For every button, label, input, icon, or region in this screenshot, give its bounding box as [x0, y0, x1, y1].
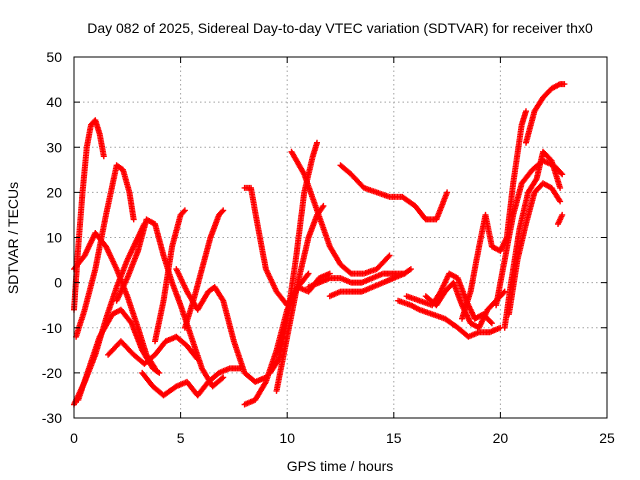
grid-lines	[74, 57, 607, 418]
series-track-16	[288, 148, 393, 277]
y-tick-label: 20	[46, 184, 62, 200]
data-point	[305, 270, 312, 277]
data-point	[314, 139, 320, 146]
data-point	[407, 266, 414, 273]
data-point	[219, 375, 226, 382]
data-point	[304, 271, 311, 278]
data-point	[220, 374, 227, 381]
data-point	[156, 369, 163, 376]
y-axis-label: SDTVAR / TECUs	[5, 182, 21, 294]
y-tick-label: -10	[42, 320, 62, 336]
data-point	[501, 288, 508, 295]
series-track-9	[152, 207, 188, 345]
x-tick-label: 10	[279, 430, 295, 446]
data-point	[100, 153, 107, 160]
series-track-21	[403, 270, 495, 327]
data-point	[130, 216, 137, 223]
y-tick-label: 10	[46, 230, 62, 246]
x-axis-label: GPS time / hours	[287, 458, 394, 474]
x-tick-label: 5	[177, 430, 185, 446]
y-tick-label: -30	[42, 410, 62, 426]
series-track-8	[139, 365, 244, 399]
y-tick-label: 0	[54, 275, 62, 291]
data-point	[523, 108, 529, 115]
data-point	[180, 208, 187, 215]
data-point	[487, 319, 494, 326]
y-tick-label: -20	[42, 365, 62, 381]
data-points-layer	[71, 81, 568, 408]
series-track-23	[459, 108, 529, 322]
x-tick-label: 20	[493, 430, 509, 446]
series-track-24	[493, 157, 566, 309]
data-point	[181, 207, 188, 214]
x-tick-label: 0	[70, 430, 78, 446]
series-track-6	[105, 333, 201, 367]
data-point	[488, 320, 495, 327]
data-point	[386, 252, 393, 259]
series-track-19	[337, 162, 451, 223]
data-point	[558, 170, 565, 177]
tick-labels: 0 5 10 15 20 25 -30 -20 -10 0 10 20 30 40 50	[42, 49, 615, 446]
data-point	[347, 269, 353, 276]
series-track-26	[505, 180, 564, 318]
data-point	[220, 207, 227, 214]
series-track-2	[73, 162, 137, 340]
data-point	[444, 189, 451, 196]
series-track-1	[71, 117, 107, 313]
data-point	[561, 81, 568, 88]
x-tick-label: 25	[599, 430, 615, 446]
plot-frame	[73, 56, 608, 419]
series-track-28	[555, 211, 566, 227]
y-tick-label: 30	[46, 139, 62, 155]
series-track-3	[71, 230, 158, 372]
chart-title: Day 082 of 2025, Sidereal Day-to-day VTE…	[87, 20, 593, 36]
series-track-18	[326, 266, 414, 300]
data-point	[219, 208, 226, 215]
y-tick-label: 50	[46, 49, 62, 65]
series-track-14	[267, 139, 320, 376]
series-track-11	[181, 207, 227, 331]
series-track-27	[523, 81, 568, 146]
data-point	[559, 171, 566, 178]
series-track-20	[395, 297, 504, 340]
data-point	[320, 202, 327, 209]
data-point	[557, 184, 564, 191]
x-tick-label: 15	[386, 430, 402, 446]
data-point	[557, 198, 564, 205]
data-point	[559, 211, 566, 218]
series-track-5	[75, 306, 163, 403]
y-tick-label: 40	[46, 94, 62, 110]
